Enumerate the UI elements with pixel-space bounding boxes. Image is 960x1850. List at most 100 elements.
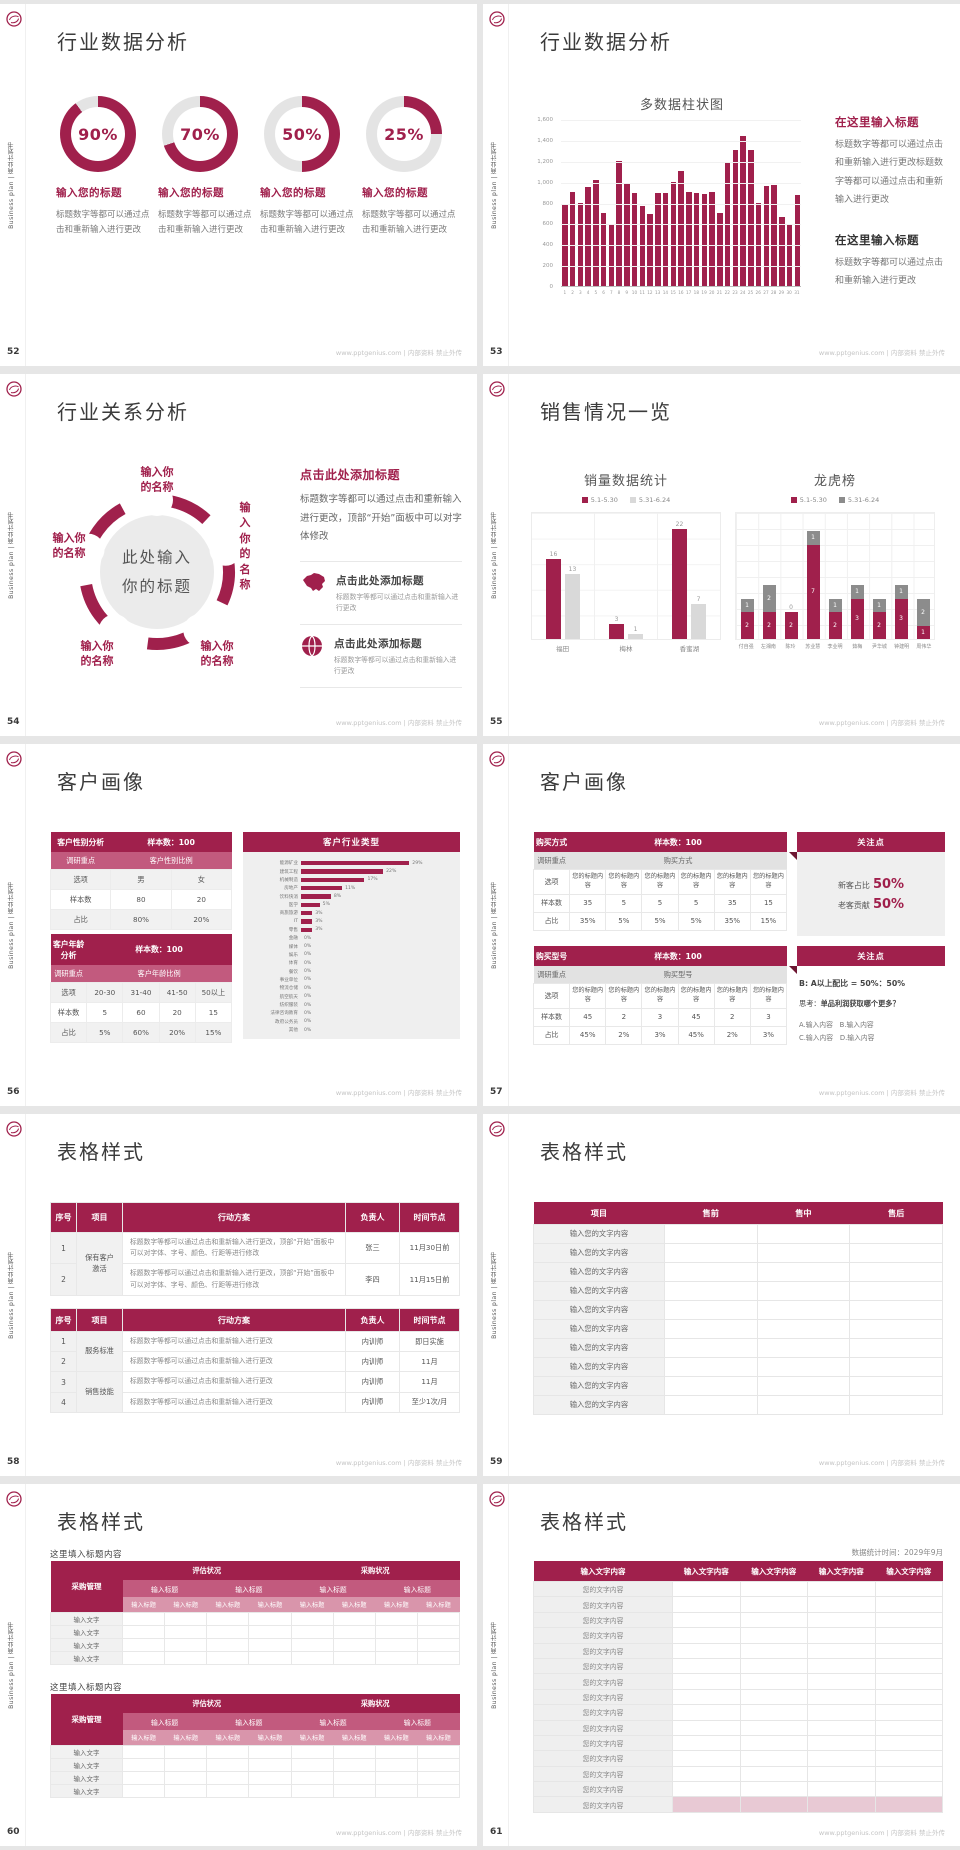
industry-pct-label: 0%	[304, 977, 312, 983]
table-cell: 3	[749, 1007, 788, 1027]
column-header: 输入标题	[417, 1597, 460, 1613]
empty-cell	[849, 1243, 943, 1263]
x-axis-tick-label: 17	[685, 290, 692, 295]
donut-item-body: 标题数字等都可以通过点击和重新输入进行更改	[362, 210, 456, 235]
time-cell: 11月15日前	[399, 1263, 460, 1296]
slide-59-thumbnail[interactable]: Business plan | 商业计划书 59 表格样式 项目 售前 售中 售后 输入…	[483, 1114, 960, 1476]
empty-cell	[739, 1596, 809, 1613]
slide-53-thumbnail[interactable]: Business plan | 商业计划书 53 行业数据分析 多数据柱状图 1…	[483, 4, 960, 366]
segment-value-label: 3	[899, 615, 903, 623]
table-cell: 2%	[605, 1025, 643, 1045]
table-cell: 您的标题内容	[569, 869, 607, 895]
slide-left-rail: Business plan | 商业计划书 57	[483, 744, 509, 1106]
bar	[670, 181, 677, 286]
industry-pct-label: 3%	[315, 919, 323, 925]
table-cell: 31-40	[122, 982, 160, 1003]
row-label-cell: 输入文字	[50, 1771, 123, 1785]
s58-table-a: 序号 项目 行动方案 负责人 时间节点 1 保有客户激活 标题数字等都可以通过点击和重新输入进…	[50, 1202, 460, 1296]
column-header: 输入标题	[248, 1597, 291, 1613]
bar	[717, 212, 723, 286]
y-axis-tick-label: 1,200	[537, 158, 553, 165]
industry-label: 政府公务员	[275, 1019, 298, 1025]
industry-label: 零售	[288, 927, 298, 933]
slide-60-thumbnail[interactable]: Business plan | 商业计划书 60 表格样式 这里填入标题内容 采…	[0, 1484, 477, 1846]
segment-value-label: 1	[811, 534, 815, 542]
slide-57-thumbnail[interactable]: Business plan | 商业计划书 57 客户画像 购买方式 样本数：10…	[483, 744, 960, 1106]
slide-left-rail: Business plan | 商业计划书 52	[0, 4, 26, 366]
table-row: 4 标题数字等都可以通过点击和重新输入进行更改 内训师 至少1次/月	[50, 1391, 460, 1413]
project-cell: 服务标准	[76, 1330, 123, 1373]
bar	[301, 902, 320, 908]
panel-body: B: A以上配比 = 50%：50% 思考：单品利润获取哪个更多？ A.输入内容…	[797, 966, 945, 1051]
empty-cell	[206, 1784, 250, 1798]
table-cell: 5%	[605, 911, 643, 931]
slide-58-thumbnail[interactable]: Business plan | 商业计划书 58 表格样式 序号 项目 行动方案 负责…	[0, 1114, 477, 1476]
industry-bar-row: 物流仓储 0%	[245, 984, 454, 992]
project-cell: 保有客户激活	[76, 1232, 123, 1296]
table-row: 您的文字内容	[532, 1627, 943, 1644]
table-row: 样本数 80 20	[49, 889, 233, 910]
row-label-cell: 您的文字内容	[532, 1642, 674, 1659]
table-cell: 占比	[49, 909, 112, 930]
sample-size-cell: 样本数：100	[569, 946, 787, 966]
y-axis-tick-label: 1,600	[537, 117, 553, 123]
slide-left-rail: Business plan | 商业计划书 61	[483, 1484, 509, 1846]
slide-61-thumbnail[interactable]: Business plan | 商业计划书 61 表格样式 数据统计时间：202…	[483, 1484, 960, 1846]
donut-item: 90% 输入您的标题 标题数字等都可以通过点击和重新输入进行更改	[56, 96, 151, 238]
empty-cell	[807, 1611, 876, 1629]
table-header-row: 采购管理 评估状况 采购状况	[50, 1561, 460, 1613]
zero-value-label: 0	[789, 604, 793, 611]
empty-cell	[332, 1625, 376, 1639]
empty-cell	[739, 1750, 809, 1767]
slide-56-thumbnail[interactable]: Business plan | 商业计划书 56 客户画像 客户性别分析 样本数：…	[0, 744, 477, 1106]
empty-cell	[739, 1627, 809, 1644]
legend-item: 5.1-5.30	[790, 496, 827, 504]
industry-label: 体育	[288, 961, 298, 967]
bar	[301, 869, 384, 874]
slide-left-rail: Business plan | 商业计划书 54	[0, 374, 26, 736]
logo-icon	[489, 381, 505, 397]
slide-left-rail: Business plan | 商业计划书 53	[483, 4, 509, 366]
row-label-cell: 您的文字内容	[532, 1688, 674, 1706]
table-row: 您的文字内容	[532, 1642, 943, 1659]
callout-item-title: 点击此处添加标题	[334, 637, 422, 650]
table-cell: 样本数	[532, 893, 571, 913]
table-cell: 5	[86, 1002, 124, 1023]
category-label: 李业明	[827, 644, 843, 650]
table-row: 您的文字内容	[532, 1781, 943, 1798]
slide-54-thumbnail[interactable]: Business plan | 商业计划书 54 行业关系分析 此处输入 你的标…	[0, 374, 477, 736]
slide-52-thumbnail[interactable]: Business plan | 商业计划书 52 行业数据分析 90% 输入您的标…	[0, 4, 477, 366]
donut-percent-label: 90%	[78, 124, 118, 144]
industry-label: 其他	[288, 1028, 298, 1034]
table-cell: 5	[605, 893, 643, 913]
bar	[732, 150, 739, 286]
donut-item-title: 输入您的标题	[158, 187, 224, 199]
empty-cell	[672, 1627, 741, 1644]
empty-cell	[756, 1338, 851, 1358]
slide-55-thumbnail[interactable]: Business plan | 商业计划书 55 销售情况一览 销量数据统计 龙…	[483, 374, 960, 736]
logo-icon	[6, 751, 22, 767]
sidebar-vertical-text: Business plan | 商业计划书	[8, 1251, 15, 1339]
bar	[301, 877, 365, 883]
row-label-cell: 输入您的文字内容	[533, 1376, 665, 1396]
donut-hole: 50%	[275, 107, 329, 161]
bar	[693, 193, 700, 286]
row-label-cell: 输入您的文字内容	[533, 1319, 665, 1339]
table-cell: 5	[641, 893, 679, 913]
table-cell: 45	[569, 1007, 607, 1027]
industry-pct-label: 17%	[367, 877, 378, 883]
sidebar-vertical-text: Business plan | 商业计划书	[491, 141, 498, 229]
table-header-row: 客户性别分析 样本数：100	[50, 832, 232, 852]
bar-segment: 1	[806, 531, 820, 545]
column-header: 输入标题	[417, 1730, 460, 1746]
gridline	[561, 245, 801, 247]
footer-note: www.pptgenius.com | 内部资料 禁止外传	[818, 1829, 945, 1837]
empty-cell	[874, 1781, 943, 1798]
column-header: 输入文字内容	[807, 1561, 875, 1582]
industry-label: 纺织服装	[279, 1003, 298, 1009]
empty-cell	[663, 1357, 758, 1377]
bar-segment: 1	[828, 598, 842, 612]
x-axis-tick-label: 11	[639, 290, 645, 295]
logo-icon	[489, 751, 505, 767]
